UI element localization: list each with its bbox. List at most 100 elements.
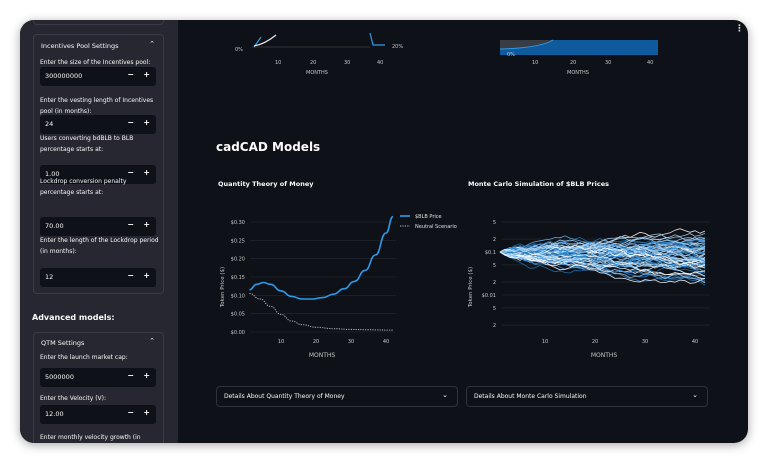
chevron-up-icon[interactable]: ⌃	[149, 337, 155, 345]
qtm-settings-expander: QTM Settings ⌃	[33, 332, 164, 443]
x-axis-label: MONTHS	[591, 352, 618, 359]
number-input[interactable]: 24 − +	[40, 115, 156, 134]
decrement-button[interactable]: −	[127, 70, 134, 79]
y-tick: 0%	[507, 52, 515, 58]
simulation-path	[499, 248, 706, 268]
simulation-path	[499, 251, 706, 286]
number-input[interactable]: 5000000 − +	[40, 368, 156, 387]
x-tick: 10	[532, 60, 539, 66]
simulation-path	[499, 248, 706, 264]
field-label: Enter the launch market cap:	[40, 354, 128, 361]
input-value[interactable]: 300000000	[45, 72, 83, 80]
decrement-button[interactable]: −	[127, 371, 134, 380]
x-tick-label: 40	[692, 339, 698, 345]
y-tick-label: 5	[493, 220, 496, 226]
field-label: Enter the Velocity (V):	[40, 395, 107, 402]
decrement-button[interactable]: −	[127, 271, 134, 280]
x-tick-label: 40	[383, 339, 389, 345]
x-axis-label: MONTHS	[306, 70, 328, 76]
increment-button[interactable]: +	[143, 168, 150, 177]
series-line	[369, 32, 385, 46]
simulation-path	[499, 239, 706, 257]
simulation-path	[499, 251, 706, 268]
qtm-chart: $0.00 $0.05 $0.10 $0.15 $0.20 $0.25 $0.30 10 20 3…	[220, 214, 457, 359]
input-value[interactable]: 5000000	[45, 373, 74, 381]
y-tick-label: $0.25	[231, 238, 245, 244]
simulation-path	[499, 249, 706, 267]
chevron-up-icon[interactable]: ⌃	[149, 40, 155, 48]
menu-icon[interactable]: ⋮	[735, 24, 744, 34]
expander-title[interactable]: QTM Settings	[41, 339, 85, 347]
chevron-down-icon: ⌄	[442, 391, 448, 399]
x-tick: 20	[570, 60, 577, 66]
x-tick: 20	[310, 60, 317, 66]
increment-button[interactable]: +	[143, 271, 150, 280]
details-qtm-expander[interactable]: Details About Quantity Theory of Money ⌄	[216, 386, 458, 407]
y-tick-label: 5	[493, 263, 496, 269]
y-tick-label: $0.15	[231, 275, 245, 281]
y-tick-label: 2	[493, 323, 496, 329]
legend-label: Neutral Scenario	[415, 224, 457, 230]
input-value[interactable]: 24	[45, 120, 54, 128]
area-fill	[500, 40, 553, 49]
x-tick-label: 20	[313, 339, 319, 345]
number-input[interactable]: 12.00 − +	[40, 405, 156, 424]
y-tick-label: $0.10	[231, 293, 245, 299]
y-tick-label: 2	[493, 280, 496, 286]
y-axis-label: Token Price ($)	[468, 267, 474, 308]
input-value[interactable]: 70.00	[45, 222, 64, 230]
simulation-path	[499, 236, 706, 253]
field-label: Lockdrop conversion penalty percentage s…	[40, 178, 127, 196]
y-axis-label: Token Price ($)	[220, 267, 226, 308]
y-tick-label: $0.05	[231, 312, 245, 318]
previous-expander	[33, 20, 164, 25]
number-input[interactable]: 1.00 − +	[40, 165, 156, 184]
y-tick: 0%	[235, 47, 243, 53]
number-input[interactable]: 300000000 − +	[40, 67, 156, 86]
y-tick-label: $0.01	[482, 293, 496, 299]
increment-button[interactable]: +	[143, 220, 150, 229]
app-window: Incentives Pool Settings ⌃ Enter the siz…	[20, 20, 748, 443]
y-tick-label: $0.30	[231, 220, 245, 226]
increment-button[interactable]: +	[143, 371, 150, 380]
x-tick: 30	[344, 60, 351, 66]
simulation-path	[500, 249, 706, 273]
x-tick: 40	[377, 60, 384, 66]
decrement-button[interactable]: −	[127, 220, 134, 229]
top-left-chart	[252, 32, 385, 48]
y-tick-label: 5	[493, 306, 496, 312]
field-label: Enter the size of the Incentives pool:	[40, 59, 151, 66]
decrement-button[interactable]: −	[127, 408, 134, 417]
section-title: cadCAD Models	[216, 140, 321, 154]
y-tick-label: $0.20	[231, 257, 245, 263]
expander-title[interactable]: Incentives Pool Settings	[41, 42, 119, 50]
x-tick: 30	[605, 60, 612, 66]
simulation-path	[499, 250, 706, 266]
y-tick: 20%	[392, 44, 404, 50]
input-value[interactable]: 12.00	[45, 410, 64, 418]
decrement-button[interactable]: −	[127, 168, 134, 177]
monte-carlo-chart: 5 2 $0.1 5 2 $0.01 5 2 10 20 30 40 MONTHS Token Price…	[468, 220, 710, 359]
x-tick-label: 30	[348, 339, 354, 345]
y-tick-label: $0.1	[485, 250, 496, 256]
number-input[interactable]: 12 − +	[40, 268, 156, 287]
input-value[interactable]: 12	[45, 273, 54, 281]
simulation-path	[499, 251, 706, 284]
x-axis-label: MONTHS	[567, 70, 589, 76]
series-line	[253, 34, 277, 47]
input-value[interactable]: 1.00	[45, 170, 60, 178]
advanced-models-heading: Advanced models:	[32, 313, 115, 322]
increment-button[interactable]: +	[143, 118, 150, 127]
details-monte-carlo-expander[interactable]: Details About Monte Carlo Simulation ⌄	[466, 386, 708, 407]
x-tick-label: 10	[278, 339, 284, 345]
increment-button[interactable]: +	[143, 70, 150, 79]
x-tick-label: 30	[642, 339, 648, 345]
increment-button[interactable]: +	[143, 408, 150, 417]
number-input[interactable]: 70.00 − +	[40, 217, 156, 236]
top-right-chart	[499, 39, 658, 55]
simulation-path	[499, 250, 706, 281]
sidebar: Incentives Pool Settings ⌃ Enter the siz…	[20, 20, 178, 443]
expander-label: Details About Monte Carlo Simulation	[474, 393, 587, 400]
qtm-chart-title: Quantity Theory of Money	[218, 180, 314, 188]
decrement-button[interactable]: −	[127, 118, 134, 127]
